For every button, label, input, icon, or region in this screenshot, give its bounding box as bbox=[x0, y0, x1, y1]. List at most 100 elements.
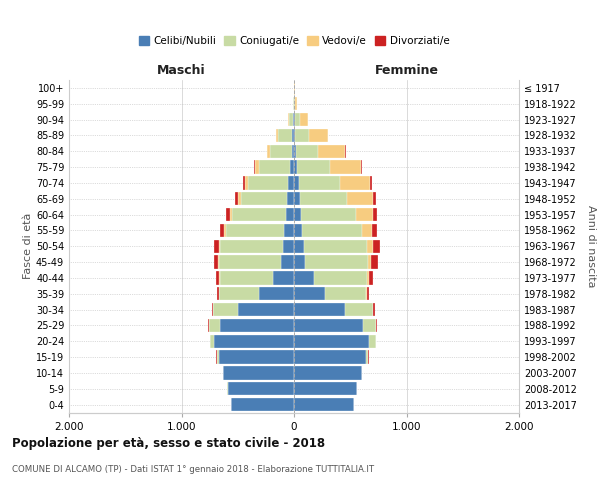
Bar bbox=[294, 334, 370, 348]
Bar bbox=[302, 224, 362, 237]
Bar bbox=[266, 144, 268, 158]
Bar bbox=[330, 160, 361, 174]
Bar bbox=[294, 224, 302, 237]
Bar bbox=[216, 271, 219, 284]
Legend: Celibi/Nubili, Coniugati/e, Vedovi/e, Divorziati/e: Celibi/Nubili, Coniugati/e, Vedovi/e, Di… bbox=[134, 32, 454, 50]
Bar bbox=[209, 318, 220, 332]
Bar bbox=[245, 176, 248, 190]
Bar bbox=[214, 256, 218, 269]
Bar bbox=[294, 128, 295, 142]
Bar bbox=[218, 256, 219, 269]
Bar bbox=[373, 303, 374, 316]
Bar bbox=[290, 160, 294, 174]
Bar bbox=[356, 208, 373, 222]
Bar bbox=[367, 271, 368, 284]
Bar bbox=[292, 144, 294, 158]
Bar bbox=[299, 176, 340, 190]
Bar bbox=[270, 144, 292, 158]
Bar bbox=[294, 271, 314, 284]
Bar bbox=[297, 160, 330, 174]
Bar bbox=[219, 287, 259, 300]
Bar bbox=[294, 208, 301, 222]
Bar bbox=[371, 224, 377, 237]
Bar bbox=[305, 256, 368, 269]
Y-axis label: Fasce di età: Fasce di età bbox=[23, 213, 33, 280]
Bar bbox=[288, 113, 289, 126]
Bar bbox=[238, 192, 241, 205]
Bar bbox=[370, 334, 376, 348]
Bar bbox=[294, 350, 366, 364]
Bar bbox=[213, 303, 238, 316]
Bar bbox=[214, 334, 294, 348]
Bar bbox=[295, 113, 300, 126]
Bar bbox=[242, 176, 245, 190]
Bar bbox=[366, 287, 367, 300]
Bar bbox=[259, 287, 294, 300]
Bar bbox=[300, 113, 308, 126]
Bar bbox=[268, 144, 270, 158]
Bar bbox=[371, 256, 378, 269]
Bar bbox=[224, 224, 226, 237]
Bar bbox=[241, 192, 287, 205]
Bar bbox=[370, 176, 372, 190]
Bar bbox=[295, 128, 308, 142]
Bar bbox=[220, 240, 283, 253]
Bar bbox=[373, 240, 380, 253]
Bar bbox=[294, 287, 325, 300]
Bar bbox=[212, 303, 213, 316]
Bar bbox=[248, 176, 289, 190]
Bar bbox=[210, 334, 214, 348]
Bar bbox=[345, 303, 373, 316]
Bar bbox=[294, 113, 295, 126]
Bar bbox=[220, 224, 224, 237]
Bar bbox=[361, 160, 362, 174]
Bar bbox=[373, 208, 377, 222]
Bar bbox=[294, 318, 362, 332]
Text: Maschi: Maschi bbox=[157, 64, 206, 77]
Bar bbox=[368, 256, 371, 269]
Bar bbox=[256, 160, 259, 174]
Bar bbox=[219, 256, 281, 269]
Bar bbox=[214, 240, 219, 253]
Bar bbox=[318, 144, 345, 158]
Bar bbox=[362, 318, 376, 332]
Bar bbox=[238, 303, 294, 316]
Bar bbox=[286, 208, 294, 222]
Bar bbox=[220, 271, 272, 284]
Bar bbox=[345, 144, 346, 158]
Bar bbox=[231, 398, 294, 411]
Bar bbox=[278, 128, 292, 142]
Y-axis label: Anni di nascita: Anni di nascita bbox=[586, 205, 596, 288]
Bar bbox=[294, 192, 300, 205]
Bar bbox=[373, 192, 376, 205]
Bar bbox=[287, 192, 294, 205]
Bar bbox=[259, 160, 290, 174]
Bar bbox=[232, 208, 286, 222]
Bar bbox=[366, 350, 368, 364]
Text: Popolazione per età, sesso e stato civile - 2018: Popolazione per età, sesso e stato civil… bbox=[12, 438, 325, 450]
Bar bbox=[296, 144, 318, 158]
Bar bbox=[301, 208, 356, 222]
Bar bbox=[347, 192, 373, 205]
Bar bbox=[340, 176, 370, 190]
Bar bbox=[362, 224, 371, 237]
Bar bbox=[314, 271, 367, 284]
Bar bbox=[272, 271, 294, 284]
Bar bbox=[281, 256, 294, 269]
Bar bbox=[226, 224, 284, 237]
Bar bbox=[223, 366, 294, 380]
Bar bbox=[289, 113, 293, 126]
Bar bbox=[294, 240, 304, 253]
Bar bbox=[294, 176, 299, 190]
Bar bbox=[367, 240, 373, 253]
Bar bbox=[235, 192, 238, 205]
Bar bbox=[289, 176, 294, 190]
Bar bbox=[226, 208, 230, 222]
Bar bbox=[294, 256, 305, 269]
Bar bbox=[254, 160, 256, 174]
Bar bbox=[217, 350, 218, 364]
Bar bbox=[220, 318, 294, 332]
Bar bbox=[367, 287, 370, 300]
Bar bbox=[294, 398, 353, 411]
Bar bbox=[308, 128, 328, 142]
